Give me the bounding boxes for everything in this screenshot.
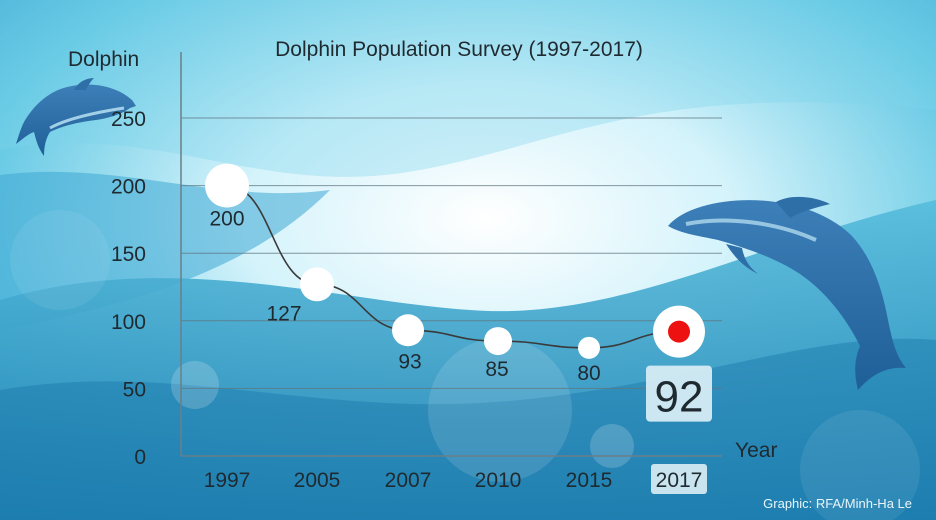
- y-tick-label: 50: [123, 378, 146, 401]
- background-wave-deep: [0, 200, 936, 520]
- highlight-label-box: [646, 365, 712, 422]
- data-label: 127: [266, 302, 301, 325]
- grid: [181, 117, 722, 389]
- y-axis-label: Dolphin: [68, 48, 139, 71]
- highlight-category-box: [651, 464, 707, 494]
- dolphin-right-icon: [668, 196, 906, 390]
- y-tick-label: 200: [111, 176, 146, 199]
- data-point: [484, 327, 512, 356]
- chart-title: Dolphin Population Survey (1997-2017): [275, 38, 643, 61]
- data-label-highlight: 92: [655, 373, 704, 422]
- y-tick-label: 150: [111, 243, 146, 266]
- data-label: 200: [209, 208, 244, 231]
- x-tick-label: 1997: [204, 469, 251, 492]
- data-labels: 200 127 93 85 80 92: [209, 208, 712, 422]
- background-wave-upper: [0, 0, 936, 177]
- bubble: [10, 210, 110, 310]
- x-tick-label: 2010: [475, 469, 522, 492]
- data-point: [205, 163, 249, 208]
- data-label: 93: [398, 350, 421, 373]
- y-tick-label: 100: [111, 311, 146, 334]
- dolphin-left-icon: [16, 78, 136, 156]
- data-label: 85: [485, 358, 508, 381]
- data-label: 80: [577, 362, 600, 385]
- y-tick-label: 250: [111, 108, 146, 131]
- bubble: [171, 361, 219, 409]
- x-tick-labels: 1997 2005 2007 2010 2015 2017: [204, 464, 707, 494]
- data-point: [392, 314, 424, 347]
- x-tick-label: 2005: [294, 469, 341, 492]
- data-point: [578, 336, 600, 359]
- y-tick-label: 0: [134, 446, 146, 469]
- bubble: [800, 410, 920, 520]
- x-tick-label: 2007: [385, 469, 432, 492]
- x-tick-label: 2015: [566, 469, 613, 492]
- bubble: [590, 424, 634, 468]
- data-point-highlight: [668, 320, 690, 343]
- bubble: [428, 338, 572, 482]
- credit-text: Graphic: RFA/Minh-Ha Le: [763, 496, 912, 511]
- data-points: [205, 163, 705, 359]
- y-tick-labels: 0 50 100 150 200 250: [111, 108, 146, 469]
- x-axis-label: Year: [735, 439, 777, 462]
- data-point: [300, 267, 334, 302]
- x-tick-label: 2017: [656, 469, 703, 492]
